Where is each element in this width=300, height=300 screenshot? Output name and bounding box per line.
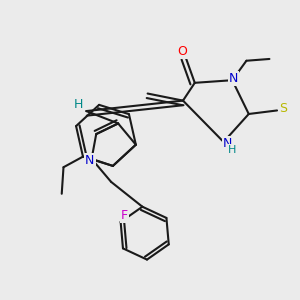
Text: S: S <box>279 102 287 115</box>
Text: N: N <box>229 72 238 85</box>
Text: O: O <box>177 45 187 58</box>
Text: F: F <box>121 209 128 222</box>
Text: N: N <box>223 137 232 150</box>
Text: N: N <box>85 154 94 167</box>
Text: H: H <box>228 145 237 155</box>
Text: H: H <box>74 98 83 111</box>
